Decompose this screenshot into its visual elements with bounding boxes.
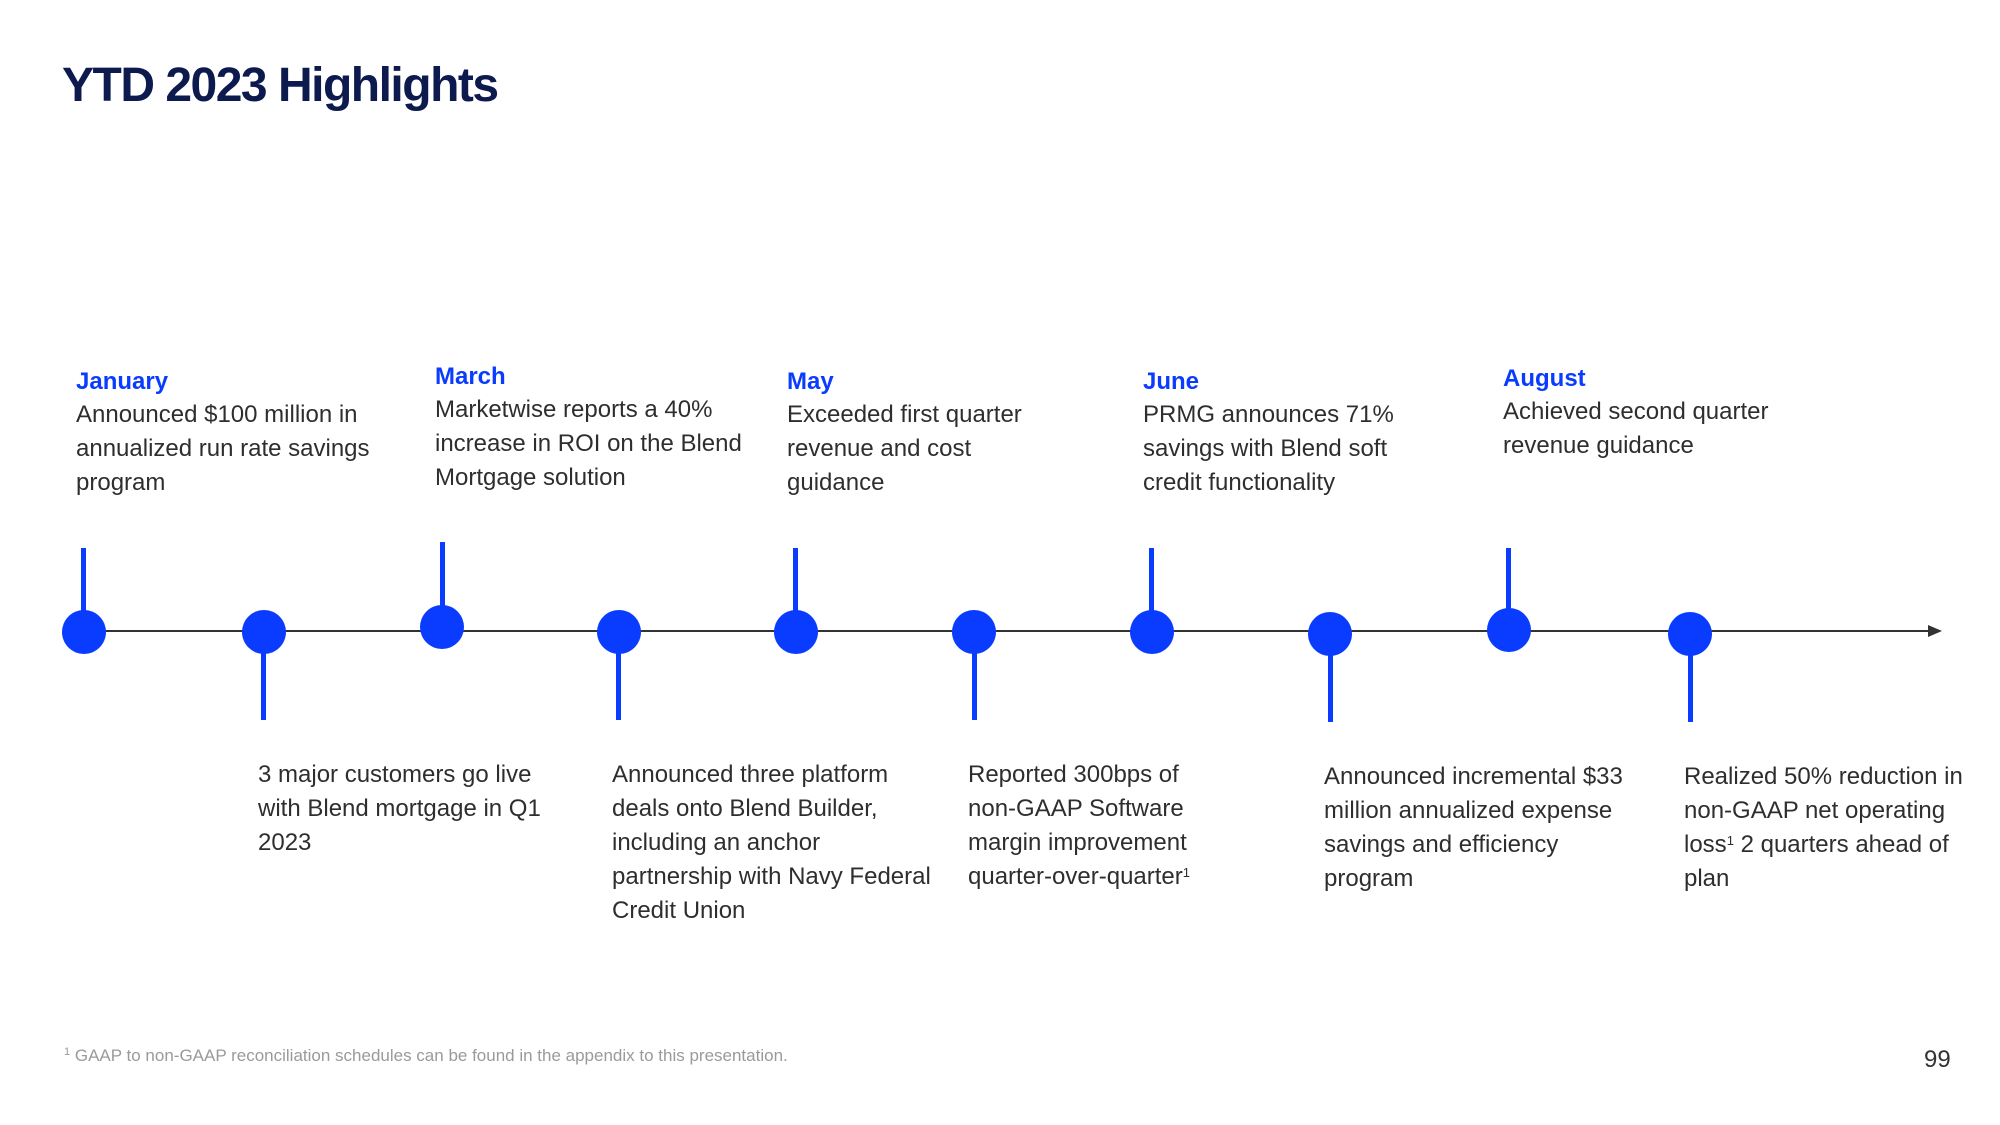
- timeline-stem: [616, 646, 621, 720]
- timeline-axis: [84, 630, 1936, 632]
- event-text: Exceeded first quarter revenue and cost …: [787, 401, 1022, 496]
- timeline-stem: [1506, 548, 1511, 614]
- footnote-marker: 1: [1182, 865, 1190, 880]
- event-august: August Achieved second quarter revenue g…: [1503, 363, 1813, 463]
- event-text: Reported 300bps of non-GAAP Software mar…: [968, 761, 1187, 890]
- event-may: May Exceeded first quarter revenue and c…: [787, 366, 1047, 500]
- timeline-stem: [1688, 648, 1693, 722]
- event-text: 3 major customers go live with Blend mor…: [258, 761, 541, 856]
- footnote-text: GAAP to non-GAAP reconciliation schedule…: [74, 1046, 788, 1065]
- timeline-stem: [440, 542, 445, 612]
- event-month: August: [1503, 365, 1586, 392]
- event-month: June: [1143, 368, 1200, 395]
- event-month: March: [435, 363, 506, 390]
- event-below-5: Realized 50% reduction in non-GAAP net o…: [1684, 760, 1994, 896]
- event-text: Announced three platform deals onto Blen…: [612, 761, 931, 924]
- timeline-stem: [81, 548, 86, 616]
- timeline-dot: [952, 610, 996, 654]
- timeline-dot-january: [62, 610, 106, 654]
- event-text: 2 quarters ahead of plan: [1684, 831, 1949, 892]
- footnote-marker: 1: [64, 1046, 71, 1058]
- event-text: Marketwise reports a 40% increase in ROI…: [435, 396, 742, 491]
- timeline-dot: [1668, 612, 1712, 656]
- timeline-stem: [972, 646, 977, 720]
- timeline-dot: [242, 610, 286, 654]
- timeline-dot-may: [774, 610, 818, 654]
- event-text: Announced incremental $33 million annual…: [1324, 763, 1623, 892]
- timeline-dot-june: [1130, 610, 1174, 654]
- timeline-stem: [261, 646, 266, 720]
- timeline-stem: [1328, 648, 1333, 722]
- timeline-dot: [1308, 612, 1352, 656]
- event-month: January: [76, 368, 169, 395]
- timeline-stem: [793, 548, 798, 616]
- event-june: June PRMG announces 71% savings with Ble…: [1143, 366, 1433, 500]
- timeline-dot: [597, 610, 641, 654]
- event-below-1: 3 major customers go live with Blend mor…: [258, 758, 568, 860]
- event-below-4: Announced incremental $33 million annual…: [1324, 760, 1624, 896]
- event-month: May: [787, 368, 834, 395]
- event-text: PRMG announces 71% savings with Blend so…: [1143, 401, 1394, 496]
- timeline-dot-march: [420, 605, 464, 649]
- timeline-stem: [1149, 548, 1154, 616]
- event-text: Announced $100 million in annualized run…: [76, 401, 370, 496]
- footnote: 1 GAAP to non-GAAP reconciliation schedu…: [64, 1046, 788, 1066]
- event-below-3: Reported 300bps of non-GAAP Software mar…: [968, 758, 1228, 894]
- page-title: YTD 2023 Highlights: [62, 59, 499, 112]
- event-below-2: Announced three platform deals onto Blen…: [612, 758, 932, 928]
- footnote-marker: 1: [1726, 833, 1734, 848]
- timeline-dot-august: [1487, 608, 1531, 652]
- event-text: Achieved second quarter revenue guidance: [1503, 398, 1769, 459]
- page-number: 99: [1924, 1046, 1951, 1073]
- timeline-arrowhead: [1928, 625, 1942, 637]
- event-text: Realized 50% reduction in non-GAAP net o…: [1684, 763, 1963, 858]
- event-january: January Announced $100 million in annual…: [76, 366, 396, 500]
- event-march: March Marketwise reports a 40% increase …: [435, 361, 755, 495]
